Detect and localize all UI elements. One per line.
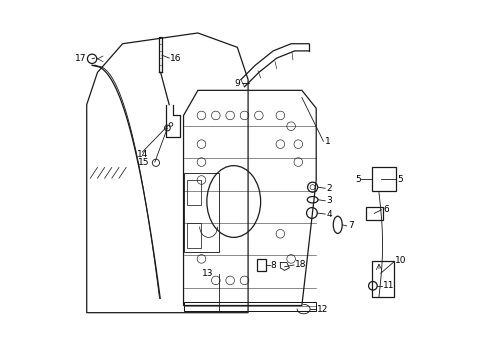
Bar <box>187 180 201 205</box>
Bar <box>183 302 316 311</box>
Text: 18: 18 <box>294 261 306 270</box>
Bar <box>187 223 201 248</box>
Text: 4: 4 <box>325 210 331 219</box>
Text: 14: 14 <box>137 150 148 159</box>
Bar <box>366 207 382 220</box>
Bar <box>371 167 395 192</box>
Text: 17: 17 <box>75 54 86 63</box>
Text: 11: 11 <box>382 281 394 290</box>
Text: 5: 5 <box>396 175 402 184</box>
Text: 15: 15 <box>138 158 149 167</box>
Text: 9: 9 <box>234 79 240 88</box>
Text: 5: 5 <box>355 175 361 184</box>
Text: 1: 1 <box>324 137 330 146</box>
Text: 16: 16 <box>170 54 182 63</box>
Text: 10: 10 <box>394 256 406 265</box>
Text: 2: 2 <box>325 184 331 193</box>
Text: 6: 6 <box>382 205 388 214</box>
Text: 13: 13 <box>201 269 213 278</box>
Text: 3: 3 <box>325 196 331 205</box>
Text: 12: 12 <box>317 305 328 314</box>
Text: 7: 7 <box>347 221 353 230</box>
Bar <box>183 173 219 252</box>
Bar <box>371 261 393 297</box>
Bar <box>257 259 265 271</box>
Text: 8: 8 <box>270 261 276 270</box>
